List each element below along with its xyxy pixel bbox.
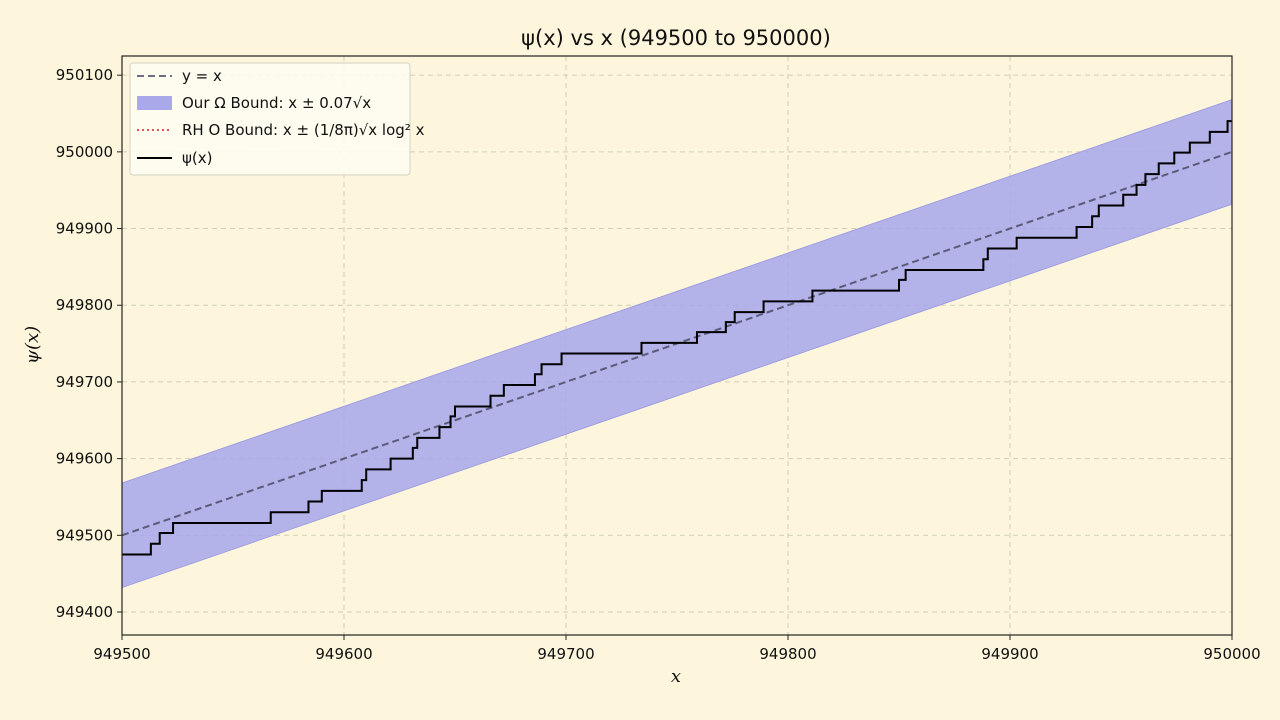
x-tick-label: 949500 — [93, 645, 150, 663]
x-tick-label: 949700 — [537, 645, 594, 663]
y-tick-label: 949900 — [56, 220, 113, 238]
y-axis-label: ψ(x) — [22, 326, 43, 364]
y-tick-label: 949500 — [56, 526, 113, 544]
x-tick-label: 949600 — [315, 645, 372, 663]
x-axis-label: x — [671, 666, 681, 687]
y-tick-label: 949700 — [56, 373, 113, 391]
y-tick-label: 950000 — [56, 143, 113, 161]
x-tick-label: 949900 — [981, 645, 1038, 663]
chart-title: ψ(x) vs x (949500 to 950000) — [521, 26, 831, 50]
y-tick-label: 950100 — [56, 66, 113, 84]
y-axis-ticks: 949400 949500 949600 949700 949800 949900 9500… — [56, 66, 122, 621]
legend-label: Our Ω Bound: x ± 0.07√x — [182, 94, 371, 112]
x-tick-label: 949800 — [759, 645, 816, 663]
legend-label: RH O Bound: x ± (1/8π)√x log² x — [182, 121, 425, 139]
y-tick-label: 949400 — [56, 603, 113, 621]
legend-box — [129, 62, 411, 176]
plot-frame — [121, 55, 1233, 636]
legend: y = x Our Ω Bound: x ± 0.07√x RH O Bound: … — [129, 62, 425, 176]
legend-swatch-omega-bound — [137, 96, 172, 110]
x-axis-ticks: 949500 949600 949700 949800 949900 950000 — [93, 635, 1261, 663]
legend-label: ψ(x) — [182, 149, 212, 167]
y-tick-label: 949800 — [56, 296, 113, 314]
series-lines — [121, 120, 1233, 556]
legend-label: y = x — [182, 67, 222, 85]
x-tick-label: 950000 — [1203, 645, 1260, 663]
y-tick-label: 949600 — [56, 450, 113, 468]
psi-step-line — [122, 120, 1232, 556]
